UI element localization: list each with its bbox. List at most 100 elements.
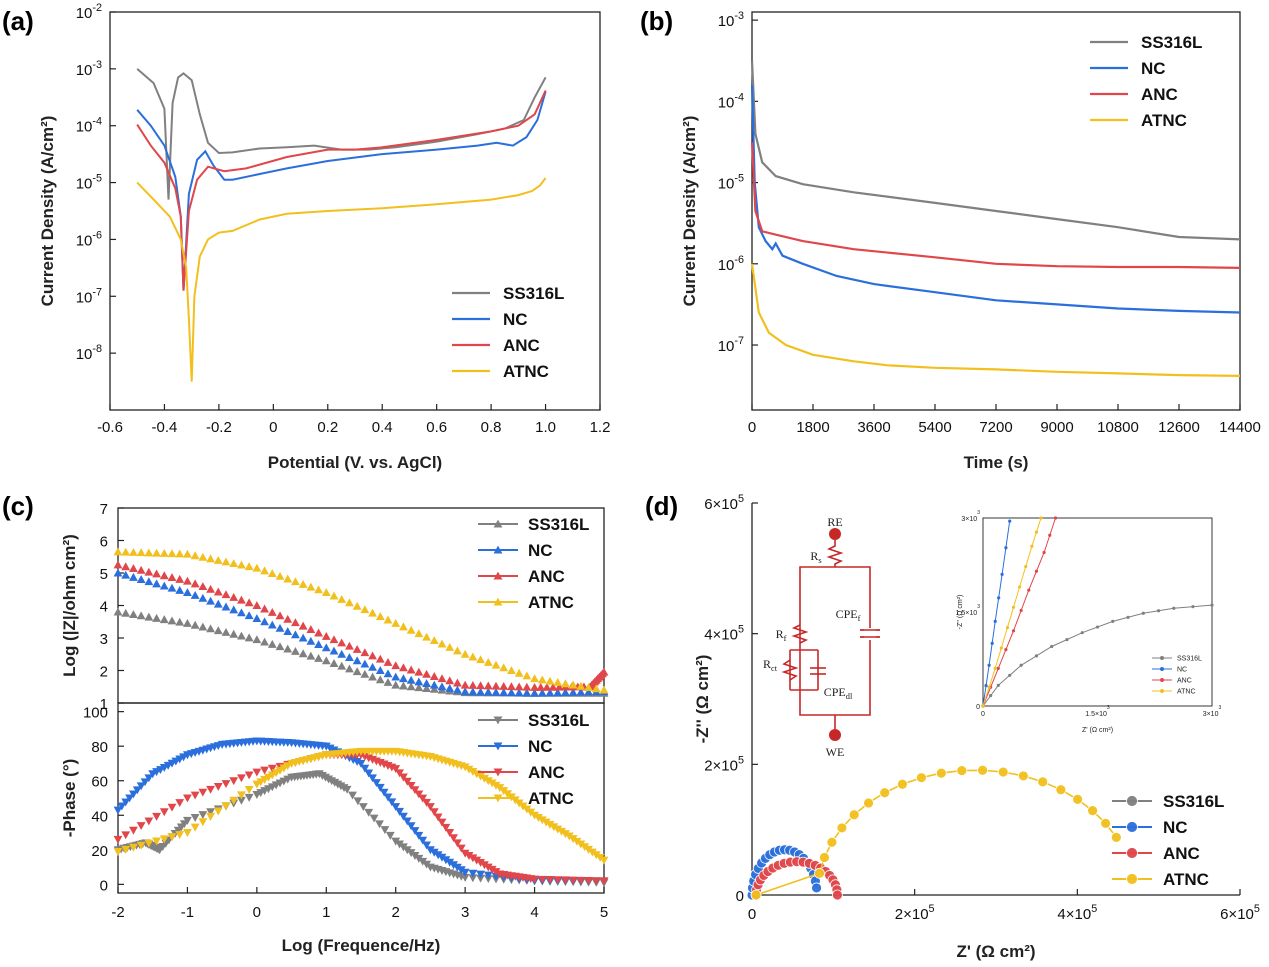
y-tick-label: 10-2 xyxy=(76,2,102,22)
x-axis-title: Log (Frequence/Hz) xyxy=(282,936,441,955)
legend-label: SS316L xyxy=(528,515,589,534)
data-marker xyxy=(402,777,412,786)
data-marker xyxy=(356,759,366,768)
data-marker xyxy=(198,582,208,591)
data-marker xyxy=(499,688,509,697)
data-marker xyxy=(175,831,185,840)
data-marker xyxy=(445,683,455,692)
circuit-label-rf: Rf xyxy=(776,627,787,643)
data-marker xyxy=(507,688,516,697)
bode-phase-frame xyxy=(117,702,605,894)
data-marker xyxy=(483,871,493,880)
x-tick-label: 5400 xyxy=(918,419,951,436)
inset-marker xyxy=(1034,654,1039,658)
data-marker xyxy=(402,846,412,855)
panel-label-a: (a) xyxy=(2,6,34,36)
inset-marker xyxy=(1005,626,1010,630)
data-marker xyxy=(545,688,555,697)
data-marker xyxy=(132,786,142,795)
data-marker xyxy=(507,682,516,691)
data-marker xyxy=(406,782,416,790)
data-marker xyxy=(588,848,597,857)
y-tick-label: 10-6 xyxy=(718,254,744,274)
data-marker xyxy=(221,557,231,566)
data-marker xyxy=(456,866,466,875)
y-tick-label: 6×105 xyxy=(704,493,744,513)
data-marker xyxy=(368,608,377,617)
data-marker xyxy=(267,639,277,648)
rf-resistor xyxy=(791,624,809,644)
inset-y-tick-label: 1.5×103 xyxy=(956,604,981,617)
data-marker xyxy=(584,845,593,854)
inset-y-tick-label: 0 xyxy=(976,704,980,711)
data-marker xyxy=(499,663,509,672)
data-marker xyxy=(395,769,404,778)
data-marker xyxy=(561,679,570,688)
data-marker xyxy=(391,765,401,774)
data-marker xyxy=(406,822,416,831)
data-marker xyxy=(229,796,239,805)
data-marker xyxy=(391,803,401,812)
data-marker xyxy=(399,681,408,690)
data-marker xyxy=(113,848,123,856)
data-marker xyxy=(414,790,424,799)
data-marker xyxy=(437,818,447,827)
data-marker xyxy=(476,687,485,696)
x-tick-label: 3 xyxy=(461,904,469,921)
inset-marker xyxy=(1019,608,1023,613)
data-marker xyxy=(483,863,493,872)
data-marker xyxy=(491,681,501,690)
data-marker xyxy=(537,816,547,825)
data-marker xyxy=(460,873,470,882)
data-marker xyxy=(599,856,609,865)
data-marker xyxy=(863,797,874,809)
inset-marker xyxy=(1126,615,1130,619)
data-marker xyxy=(848,809,860,821)
data-marker xyxy=(144,577,154,586)
series-ATNC xyxy=(750,764,1122,901)
data-marker xyxy=(591,877,601,886)
data-marker xyxy=(819,852,830,863)
data-marker xyxy=(460,687,470,696)
y-tick-label: 10-6 xyxy=(76,229,102,249)
y-tick-label: 10-3 xyxy=(718,10,744,30)
y-tick-label: 4×105 xyxy=(704,624,744,644)
data-marker xyxy=(561,876,570,885)
inset-x-tick-label: 0 xyxy=(981,711,985,718)
data-marker xyxy=(553,688,563,697)
data-marker xyxy=(260,766,269,775)
data-marker xyxy=(422,632,431,641)
chart-nyquist: 0 2×105 4×105 6×105 0 2×105 4×105 6×105 Z' (Ω cm… xyxy=(693,493,1260,961)
data-marker xyxy=(368,774,377,783)
data-marker xyxy=(1126,873,1138,885)
data-marker xyxy=(175,585,185,594)
data-marker xyxy=(221,628,231,636)
data-marker xyxy=(426,803,435,812)
data-marker xyxy=(183,549,192,558)
data-marker xyxy=(576,681,586,690)
data-marker xyxy=(352,601,362,610)
data-marker xyxy=(252,614,262,623)
data-marker xyxy=(352,667,362,676)
data-marker xyxy=(453,685,462,694)
data-marker xyxy=(493,597,503,606)
inset-marker xyxy=(984,684,988,688)
data-marker xyxy=(329,635,339,644)
x-tick-label: 1800 xyxy=(796,419,829,436)
data-marker xyxy=(352,656,362,665)
data-marker xyxy=(591,684,601,693)
legend-label: NC xyxy=(528,541,553,560)
y-axis-title: Current Density (A/cm²) xyxy=(38,116,57,307)
data-marker xyxy=(352,644,362,653)
data-marker xyxy=(198,622,208,631)
data-marker xyxy=(468,854,478,863)
y-tick-label: 0 xyxy=(100,877,108,894)
data-marker xyxy=(935,767,947,779)
data-marker xyxy=(121,570,131,579)
y-axis-title: -Z'' (Ω cm²) xyxy=(693,655,712,744)
circuit-label-rct: Rct xyxy=(763,657,778,673)
data-marker xyxy=(383,669,393,678)
data-marker xyxy=(298,579,308,588)
data-marker xyxy=(244,771,254,780)
data-marker xyxy=(414,667,424,676)
